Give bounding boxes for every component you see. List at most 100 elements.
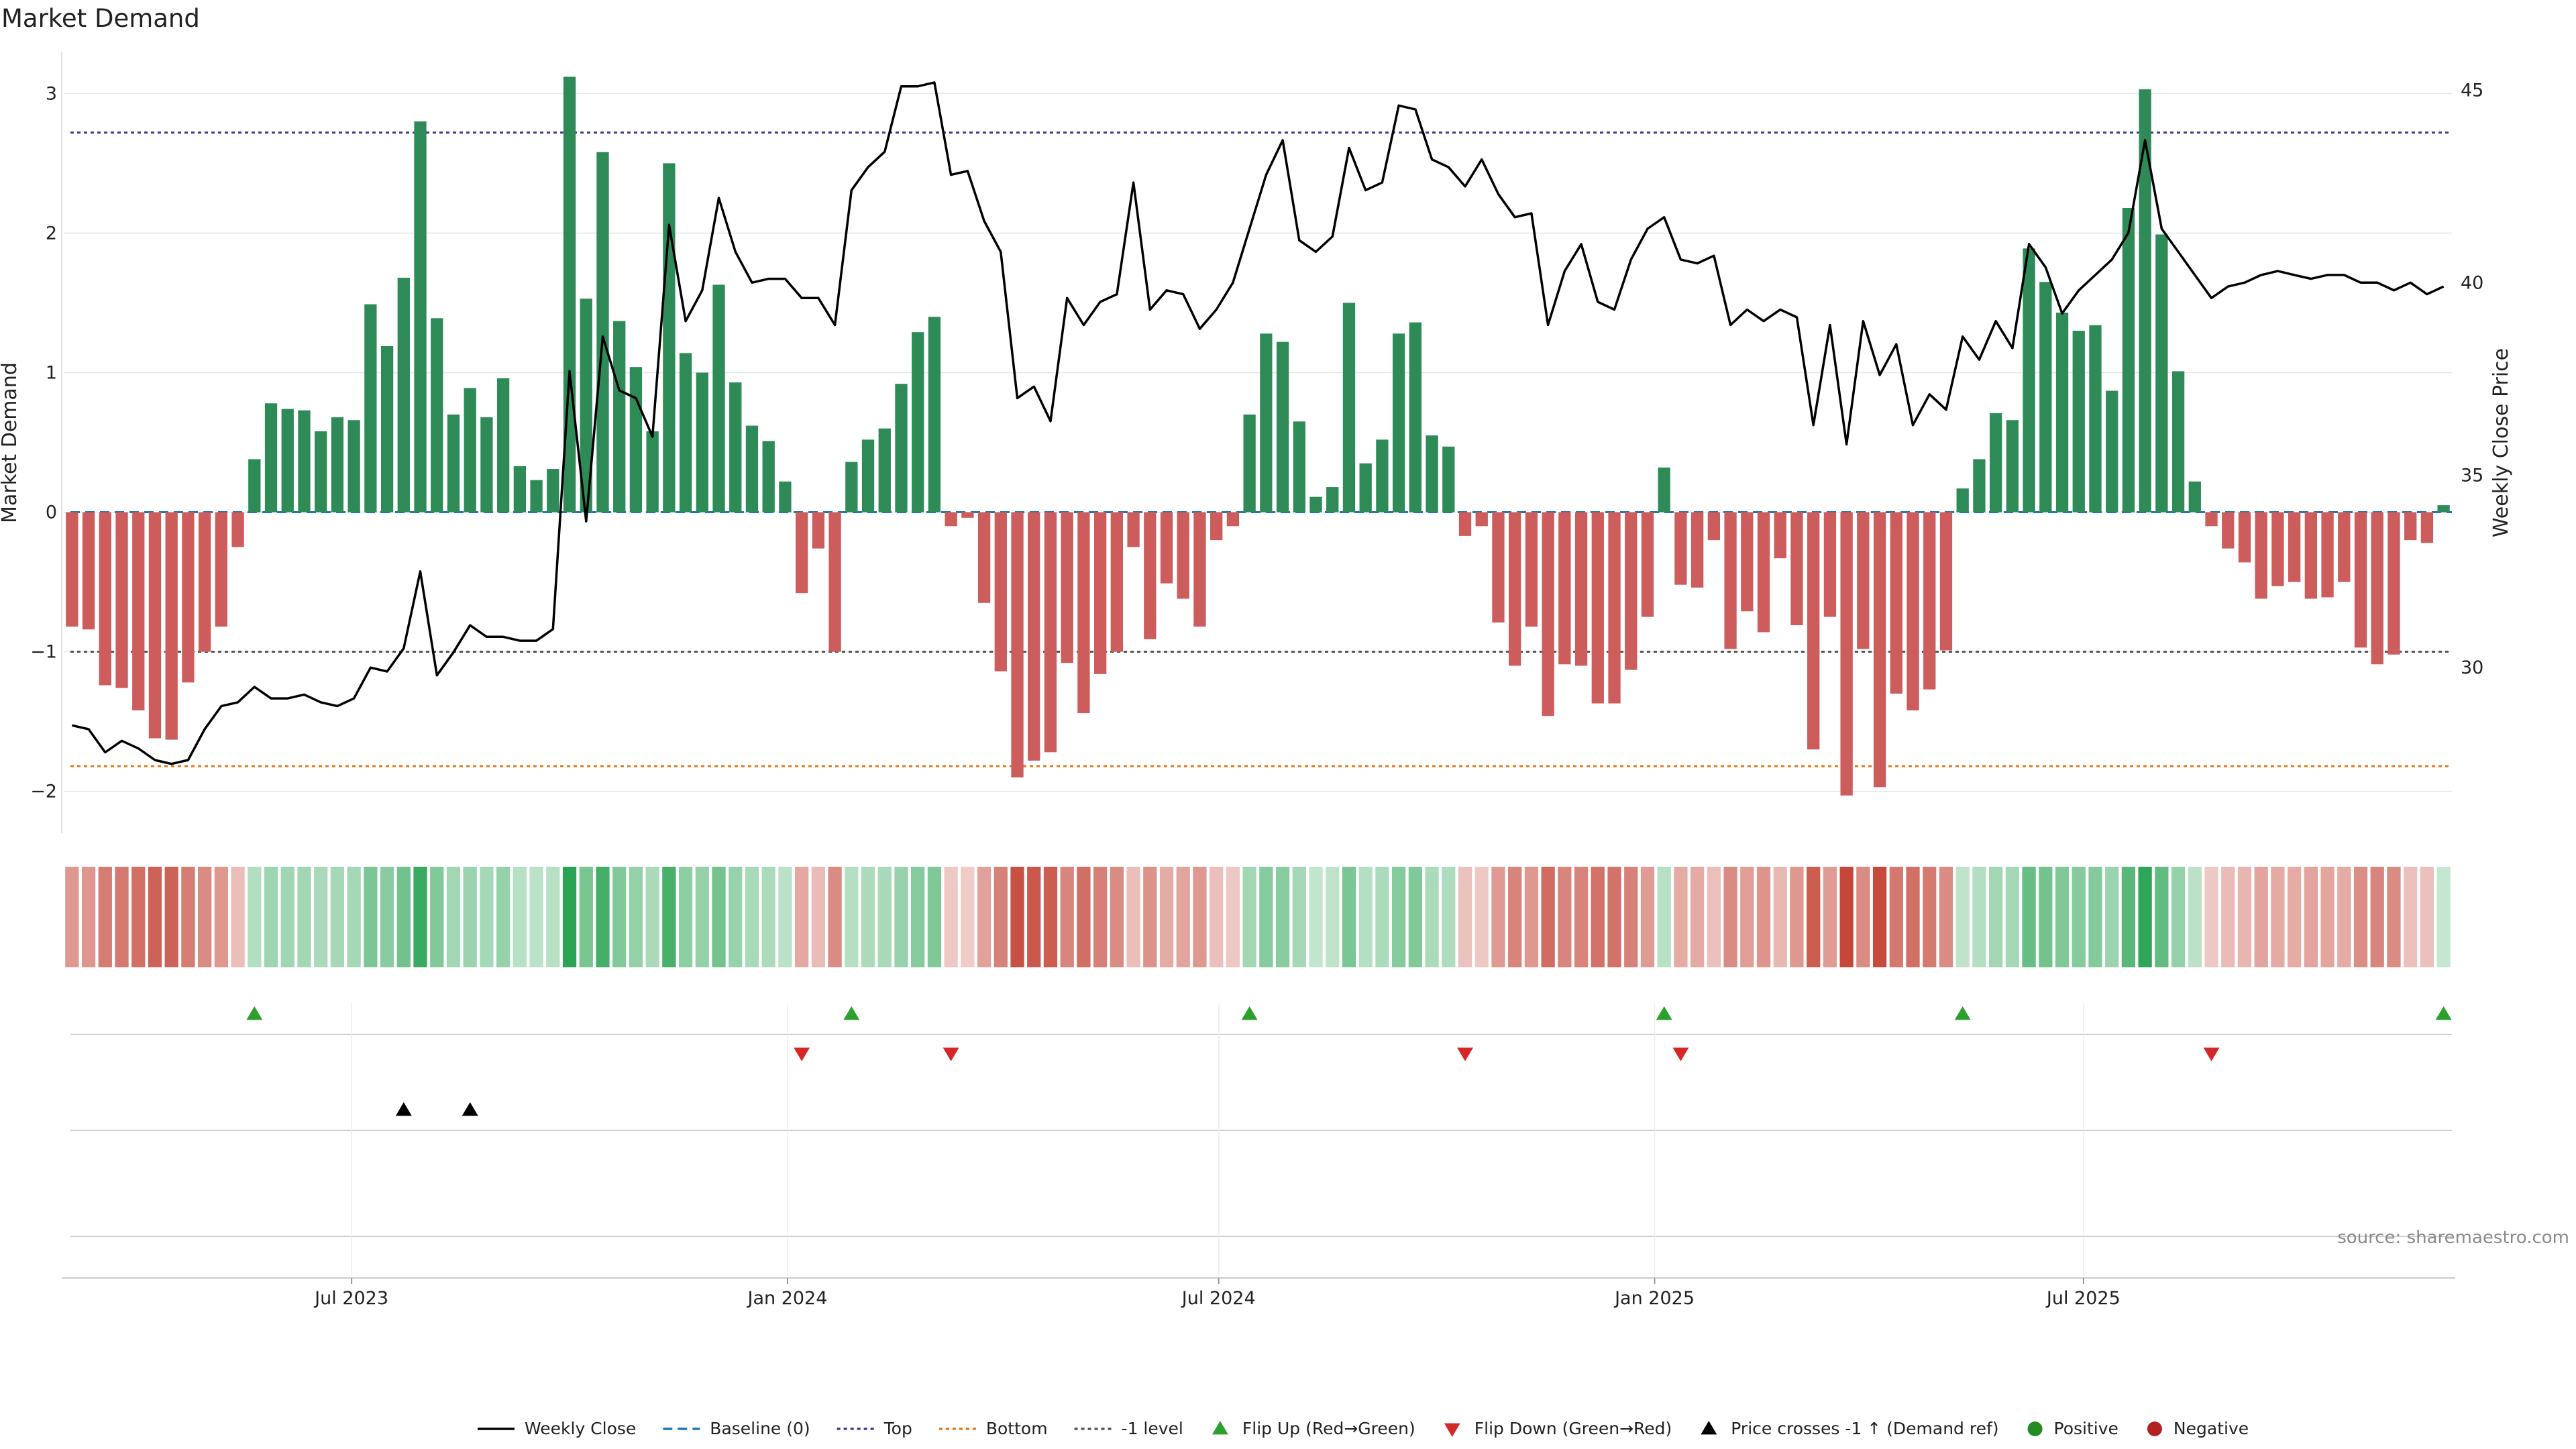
heatmap-cell bbox=[1358, 867, 1373, 967]
heatmap-cell bbox=[1342, 867, 1356, 967]
heatmap-cell bbox=[1574, 867, 1589, 967]
heatmap-cell bbox=[662, 867, 676, 967]
demand-bar bbox=[1591, 512, 1604, 704]
legend-label: Negative bbox=[2174, 1419, 2249, 1438]
heatmap-cell bbox=[1889, 867, 1903, 967]
demand-bar bbox=[264, 403, 278, 513]
heatmap-cell bbox=[231, 867, 245, 967]
heatmap-cell bbox=[1989, 867, 2003, 967]
heatmap-cell bbox=[1640, 867, 1655, 967]
heatmap-cell bbox=[396, 867, 411, 967]
heatmap-cell bbox=[1326, 867, 1340, 967]
demand-bar bbox=[215, 512, 228, 627]
heatmap-cell bbox=[678, 867, 693, 967]
demand-bar bbox=[1110, 512, 1124, 652]
heatmap-cell bbox=[1458, 867, 1472, 967]
heatmap-cell bbox=[1707, 867, 1721, 967]
demand-bar bbox=[1774, 512, 1786, 559]
demand-bar bbox=[1724, 512, 1737, 649]
demand-bar bbox=[480, 417, 493, 513]
demand-bar bbox=[281, 409, 294, 513]
demand-bar bbox=[1127, 512, 1140, 547]
demand-bar bbox=[696, 372, 708, 513]
demand-bar bbox=[1160, 512, 1173, 584]
demand-bar bbox=[1044, 512, 1057, 753]
heatmap-cell bbox=[2320, 867, 2334, 967]
demand-bar bbox=[1376, 439, 1389, 513]
heatmap-cell bbox=[1972, 867, 1986, 967]
demand-bar bbox=[679, 353, 692, 513]
heatmap-cell bbox=[480, 867, 494, 967]
heatmap-cell bbox=[529, 867, 543, 967]
heatmap-cell bbox=[1093, 867, 1108, 967]
legend-label: Baseline (0) bbox=[710, 1419, 810, 1438]
demand-bar bbox=[1956, 488, 1969, 513]
demand-bar bbox=[1210, 512, 1223, 541]
heatmap-cell bbox=[2387, 867, 2401, 967]
demand-bar bbox=[1011, 512, 1024, 777]
demand-bar bbox=[812, 512, 825, 549]
heatmap-cell bbox=[148, 867, 162, 967]
heatmap-cell bbox=[115, 867, 129, 967]
left-tick-label: 3 bbox=[46, 83, 57, 104]
demand-bar bbox=[1293, 421, 1305, 513]
demand-bar bbox=[1525, 512, 1538, 627]
demand-bar bbox=[1757, 512, 1770, 633]
flip-down-marker bbox=[2203, 1047, 2220, 1061]
demand-bar bbox=[1359, 463, 1372, 513]
heatmap-cell bbox=[2105, 867, 2119, 967]
demand-bar bbox=[613, 321, 626, 513]
demand-bar bbox=[1276, 341, 1289, 513]
heatmap-cell bbox=[2237, 867, 2252, 967]
demand-bar bbox=[2255, 512, 2267, 599]
demand-bar bbox=[414, 121, 427, 513]
heatmap-cell bbox=[994, 867, 1008, 967]
demand-bar bbox=[2338, 512, 2351, 582]
demand-bar bbox=[1243, 414, 1256, 513]
demand-bar bbox=[2420, 512, 2434, 543]
heatmap-cell bbox=[65, 867, 79, 967]
demand-bar bbox=[1028, 512, 1040, 761]
demand-bar bbox=[2354, 512, 2367, 648]
right-axis-label: Weekly Close Price bbox=[2489, 348, 2513, 537]
demand-bar bbox=[530, 480, 543, 513]
demand-bar bbox=[1509, 512, 1521, 666]
demand-bar bbox=[1907, 512, 1919, 710]
legend-label: Positive bbox=[2054, 1419, 2118, 1438]
signal-event-rows bbox=[70, 1003, 2452, 1278]
demand-bar bbox=[364, 304, 377, 513]
demand-bar bbox=[1260, 333, 1273, 513]
demand-bar bbox=[182, 512, 195, 683]
legend-handle bbox=[1212, 1421, 1228, 1435]
heatmap-cell bbox=[1558, 867, 1572, 967]
heatmap-cell bbox=[1392, 867, 1406, 967]
demand-bar bbox=[496, 378, 510, 513]
demand-bar bbox=[1144, 512, 1157, 639]
x-tick-label: Jul 2023 bbox=[313, 1288, 388, 1309]
heatmap-cell bbox=[1607, 867, 1621, 967]
demand-bar bbox=[2304, 512, 2318, 599]
heatmap-cell bbox=[1309, 867, 1323, 967]
demand-bar bbox=[66, 512, 78, 627]
demand-bar bbox=[1326, 487, 1339, 513]
heatmap-cell bbox=[1807, 867, 1821, 967]
heatmap-cell bbox=[712, 867, 726, 967]
flip-up-marker bbox=[246, 1006, 263, 1020]
heatmap-cell bbox=[1740, 867, 1754, 967]
heatmap-cell bbox=[1110, 867, 1124, 967]
demand-bar bbox=[1177, 512, 1189, 599]
flip-up-marker bbox=[1954, 1006, 1971, 1020]
left-tick-label: 2 bbox=[46, 223, 57, 244]
demand-bar bbox=[132, 512, 145, 710]
heatmap-cell bbox=[2088, 867, 2102, 967]
demand-bar bbox=[2371, 512, 2383, 665]
heatmap-cell bbox=[2072, 867, 2086, 967]
heatmap-cell bbox=[280, 867, 294, 967]
heatmap-cell bbox=[729, 867, 743, 967]
heatmap-cell bbox=[778, 867, 792, 967]
heatmap-cell bbox=[977, 867, 991, 967]
demand-bar bbox=[663, 163, 676, 513]
demand-bar bbox=[1939, 512, 1953, 651]
demand-bar bbox=[2139, 89, 2151, 513]
